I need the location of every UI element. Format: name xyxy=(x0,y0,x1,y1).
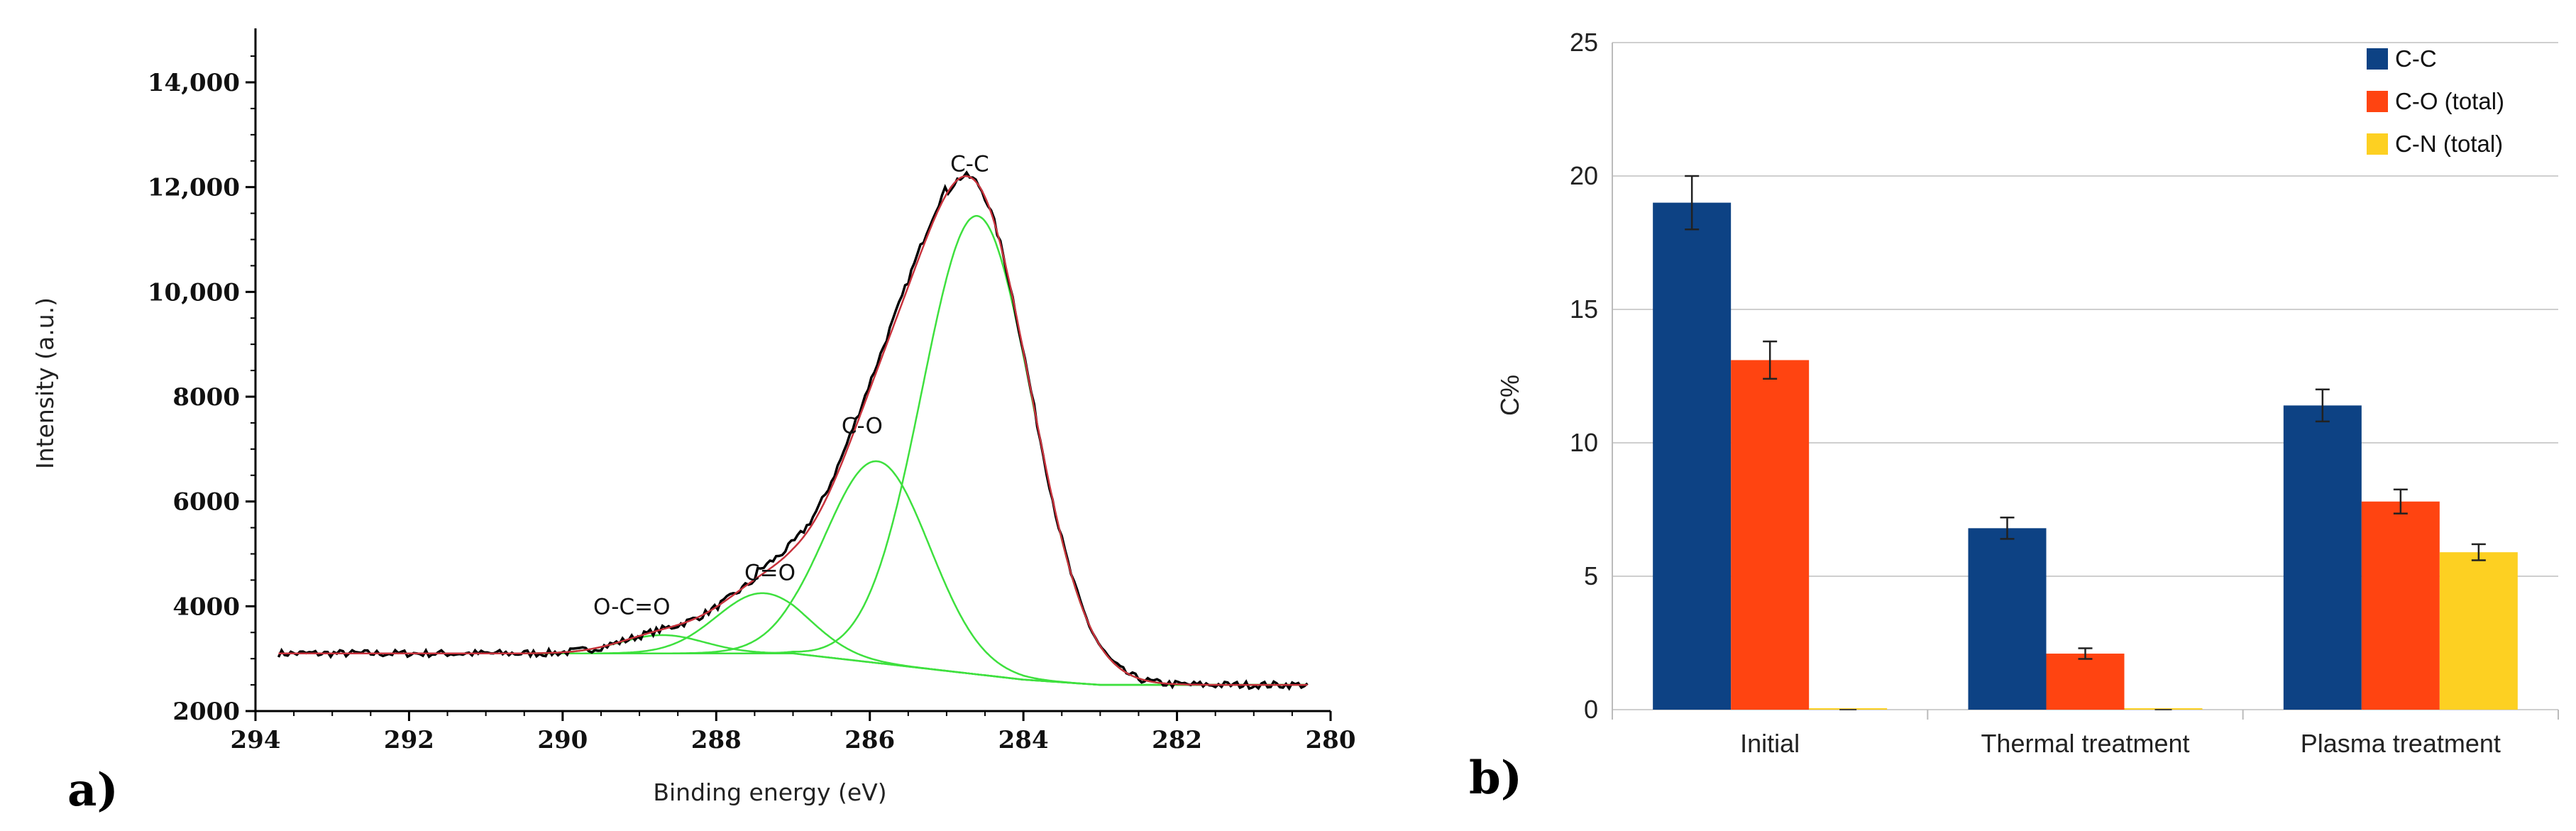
bar-C-O (total) xyxy=(2046,654,2125,710)
y-axis-label: Intensity (a.u.) xyxy=(31,297,59,469)
y-tick-label: 6000 xyxy=(172,488,240,517)
x-axis-ticks: 294 292 290 288 286 284 282 280 xyxy=(231,711,1356,754)
peak-annotations: C-C C-O C=O O-C=O xyxy=(593,152,989,620)
peak-label-C-O: C-O xyxy=(842,414,883,439)
bar-C-C xyxy=(2283,405,2362,710)
y-tick-label: 8000 xyxy=(172,383,240,412)
y-tick-label: 10,000 xyxy=(148,278,240,307)
legend-label: C-N (total) xyxy=(2395,131,2503,157)
peak-label-C=O: C=O xyxy=(744,560,796,585)
bar-C-O (total) xyxy=(1731,360,1810,710)
legend: C-C C-O (total) C-N (total) xyxy=(2367,45,2504,157)
y-tick-label: 20 xyxy=(1570,161,1598,190)
envelope-fit-curve xyxy=(278,175,1308,686)
bar-C-C xyxy=(1653,202,1732,710)
legend-label: C-O (total) xyxy=(2395,88,2504,114)
bar-C-O (total) xyxy=(2361,501,2440,710)
panel-label-a: a) xyxy=(67,764,119,817)
y-tick-label: 15 xyxy=(1570,295,1598,324)
y-tick-label: 25 xyxy=(1570,28,1598,57)
x-tick-label: 292 xyxy=(384,726,434,754)
error-bars xyxy=(1685,175,2486,710)
y-tick-label: 14,000 xyxy=(148,69,240,97)
x-axis-label: Binding energy (eV) xyxy=(653,778,886,806)
bar-chart: 0 5 10 15 20 25 Initial Thermal treatment Plasm… xyxy=(1469,28,2559,805)
y-tick-label: 4000 xyxy=(172,593,240,621)
y-tick-label: 0 xyxy=(1584,695,1598,724)
experimental-curve xyxy=(277,170,1309,691)
x-tick-label: 284 xyxy=(998,726,1049,754)
component-curve-O-C=O xyxy=(278,634,1308,686)
x-tick-label: 282 xyxy=(1152,726,1202,754)
x-axis-ticks: Initial Thermal treatment Plasma treatment xyxy=(1612,710,2559,758)
component-curve-C=O xyxy=(278,592,1308,686)
x-tick-label: 294 xyxy=(231,726,281,754)
peak-label-O-C=O: O-C=O xyxy=(593,594,670,620)
y-tick-label: 5 xyxy=(1584,561,1598,590)
legend-swatch-C-C xyxy=(2367,48,2388,70)
peak-label-C-C: C-C xyxy=(950,152,989,177)
x-tick-label: 288 xyxy=(691,726,742,754)
x-tick-label: 280 xyxy=(1306,726,1356,754)
component-curve-C-C xyxy=(278,215,1308,686)
y-tick-label: 10 xyxy=(1570,428,1598,457)
category-label: Plasma treatment xyxy=(2301,729,2501,758)
y-tick-label: 12,000 xyxy=(148,174,240,202)
legend-swatch-C-N (total) xyxy=(2367,133,2388,155)
x-tick-label: 290 xyxy=(537,726,588,754)
bars xyxy=(1653,202,2518,710)
legend-swatch-C-O (total) xyxy=(2367,91,2388,112)
category-label: Initial xyxy=(1740,729,1800,758)
legend-label: C-C xyxy=(2395,45,2437,72)
category-label: Thermal treatment xyxy=(1981,729,2189,758)
y-axis-ticks: 0 5 10 15 20 25 xyxy=(1570,28,1598,724)
y-axis-ticks: 2000 4000 6000 8000 10,000 12,000 14,000 xyxy=(148,55,255,726)
x-tick-label: 286 xyxy=(844,726,895,754)
bar-C-N (total) xyxy=(2439,552,2518,710)
y-axis-label: C% xyxy=(1495,375,1524,416)
spectrum-curves xyxy=(277,170,1309,691)
bar-C-C xyxy=(1968,528,2047,710)
y-tick-label: 2000 xyxy=(172,698,240,726)
panel-label-b: b) xyxy=(1469,752,1522,805)
